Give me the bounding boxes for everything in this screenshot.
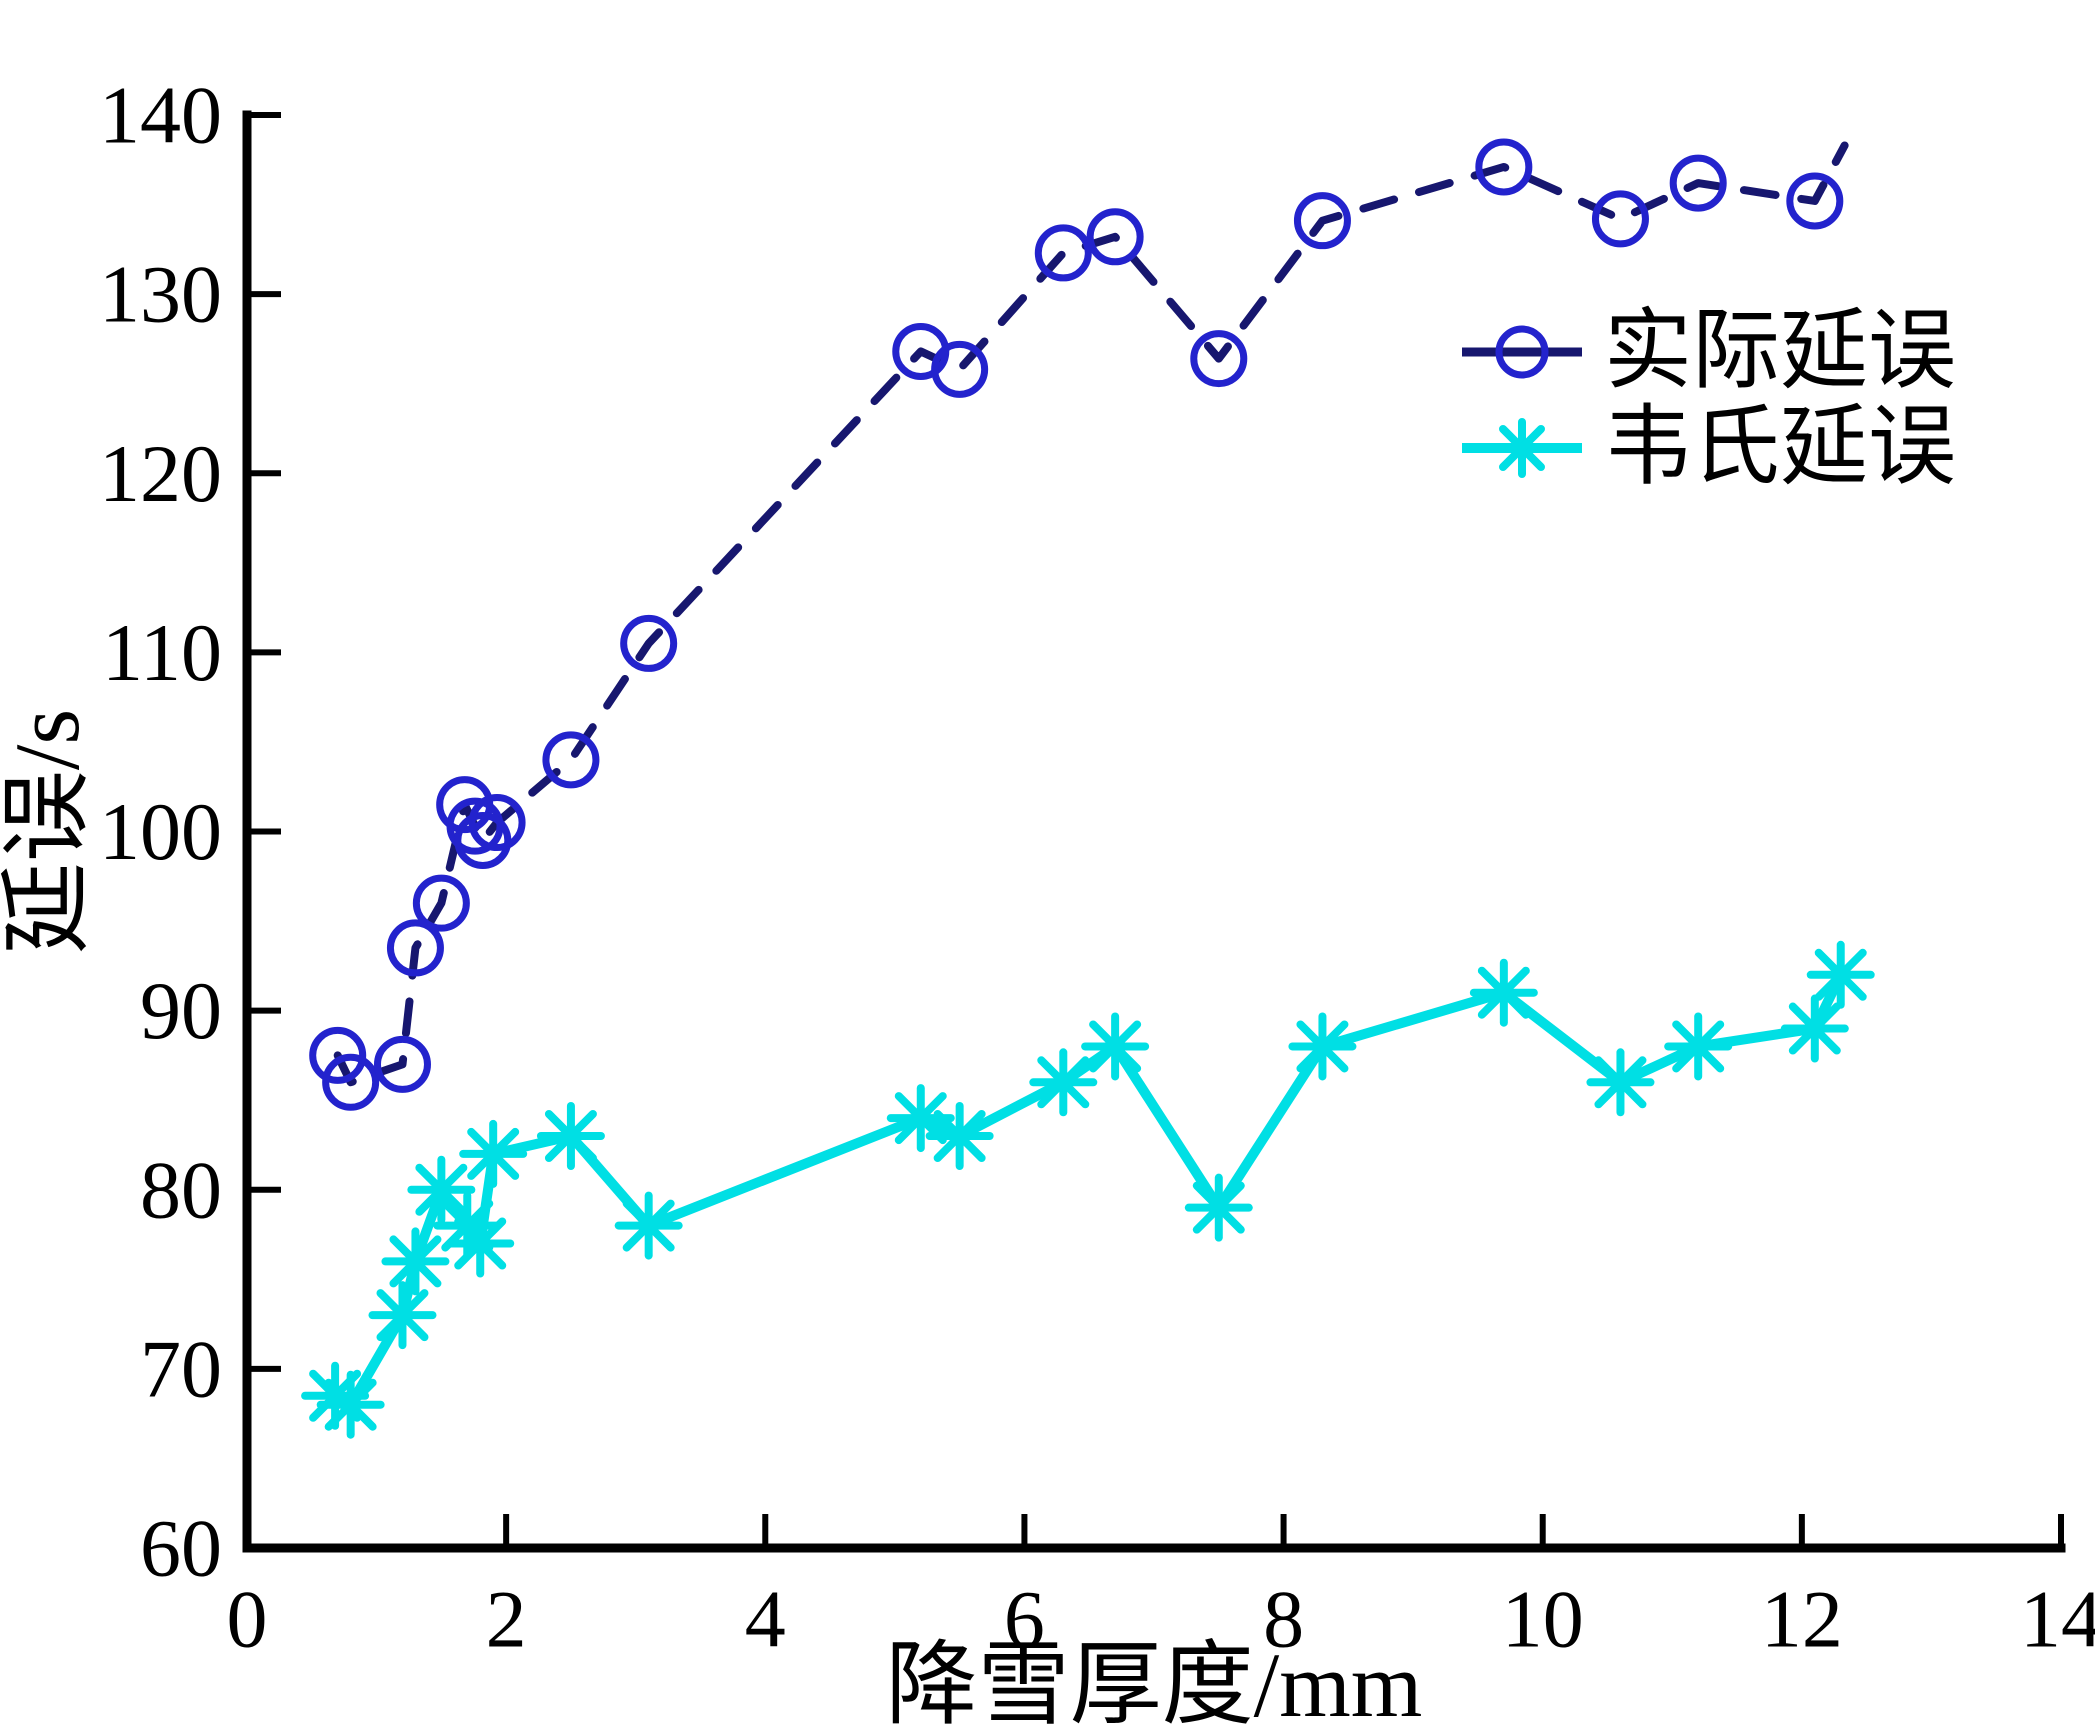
y-tick-label: 120 [99, 428, 222, 519]
asterisk-spoke [622, 1199, 675, 1252]
legend-item-actual-delay: 实际延误 [1462, 304, 1956, 401]
asterisk-spoke [1672, 1020, 1725, 1073]
asterisk-spoke [1594, 1056, 1647, 1109]
actual-delay-line [333, 141, 1849, 1087]
weibull-delay-marker [1780, 994, 1849, 1063]
asterisk-spoke [1192, 1181, 1245, 1234]
asterisk-spoke [894, 1092, 947, 1145]
asterisk-spoke [415, 1163, 468, 1216]
x-tick-label: 6 [1004, 1573, 1045, 1664]
legend-label: 韦氏延误 [1604, 400, 1956, 497]
weibull-delay-marker [368, 1281, 437, 1350]
actual-delay-marker [1086, 208, 1144, 266]
actual-delay-marker [1669, 154, 1727, 212]
y-tick-label: 100 [99, 786, 222, 877]
actual-delay-marker [1034, 224, 1092, 282]
x-tick-label: 10 [1502, 1573, 1584, 1664]
x-tick-label: 12 [1761, 1573, 1843, 1664]
asterisk-spoke [933, 1110, 986, 1163]
y-tick-label: 140 [99, 70, 222, 161]
asterisk-spoke [467, 1127, 520, 1180]
x-tick-label: 0 [227, 1573, 268, 1664]
asterisk-spoke [1814, 948, 1867, 1001]
weibull-delay-marker [381, 1227, 450, 1296]
asterisk-spoke [1477, 966, 1530, 1019]
weibull-delay-marker [446, 1209, 515, 1278]
y-tick-label: 130 [99, 249, 222, 340]
actual-delay-marker [542, 731, 600, 789]
tick-labels: 0 2 4 6 8 10 12 14 60 70 80 90 100 110 120 130 140 [99, 70, 2095, 1665]
actual-delay-marker [412, 874, 470, 932]
x-tick-label: 2 [486, 1573, 527, 1664]
actual-delay-marker [322, 1053, 380, 1111]
weibull-delay-marker [614, 1191, 683, 1260]
legend-label: 实际延误 [1604, 304, 1956, 401]
asterisk-spoke [324, 1378, 377, 1431]
x-tick-label: 8 [1263, 1573, 1304, 1664]
weibull-delay-marker [1288, 1012, 1357, 1081]
x-tick-label: 4 [745, 1573, 786, 1664]
weibull-delay-marker [459, 1119, 528, 1188]
x-axis-title: 降雪厚度/mm [886, 1634, 1423, 1731]
weibull-delay-marker [316, 1370, 385, 1439]
asterisk-spoke [376, 1289, 429, 1342]
asterisk-spoke [1296, 1020, 1349, 1073]
actual-delay-marker [1495, 325, 1549, 379]
actual-delay-marker [620, 614, 678, 672]
y-tick-label: 60 [140, 1503, 222, 1594]
actual-delay-marker [1475, 138, 1533, 196]
weibull-delay-marker [1664, 1012, 1733, 1081]
y-tick-label: 70 [140, 1323, 222, 1414]
axis-titles: 降雪厚度/mm 延误/s [0, 709, 1422, 1731]
asterisk-spoke [1788, 1002, 1841, 1055]
asterisk-spoke [1499, 425, 1545, 471]
weibull-delay-marker [925, 1102, 994, 1171]
asterisk-spoke [389, 1235, 442, 1288]
actual-delay-marker [309, 1026, 367, 1084]
actual-delay-marker [373, 1035, 431, 1093]
weibull-delay-marker [407, 1155, 476, 1224]
axes [242, 110, 2066, 1553]
weibull-delay-marker [1029, 1048, 1098, 1117]
weibull-delay-marker [1081, 1012, 1150, 1081]
actual-delay-marker [931, 340, 989, 398]
series-group [301, 138, 1875, 1439]
actual-delay-marker [468, 794, 526, 852]
asterisk-spoke [1089, 1020, 1142, 1073]
asterisk-spoke [1037, 1056, 1090, 1109]
legend-item-weibull-delay: 韦氏延误 [1462, 400, 1956, 497]
weibull-delay-marker [1492, 418, 1552, 478]
actual-delay-marker [1190, 330, 1248, 388]
actual-delay-marker [386, 919, 444, 977]
actual-delay-marker [454, 811, 512, 869]
actual-delay-marker [1591, 190, 1649, 248]
asterisk-spoke [454, 1217, 507, 1270]
weibull-delay-marker [1806, 940, 1875, 1009]
weibull-delay-marker [1469, 958, 1538, 1027]
actual-delay-marker [1293, 192, 1351, 250]
asterisk-spoke [544, 1110, 597, 1163]
weibull-delay-marker [1184, 1173, 1253, 1242]
actual-delay-marker [1786, 172, 1844, 230]
y-tick-label: 110 [102, 607, 222, 698]
y-tick-label: 80 [140, 1144, 222, 1235]
y-tick-label: 90 [140, 965, 222, 1056]
weibull-delay-marker [1586, 1048, 1655, 1117]
y-axis-title: 延误/s [0, 709, 98, 954]
weibull-delay-line [330, 969, 1846, 1410]
x-tick-label: 14 [2020, 1573, 2095, 1664]
weibull-delay-marker [536, 1102, 605, 1171]
